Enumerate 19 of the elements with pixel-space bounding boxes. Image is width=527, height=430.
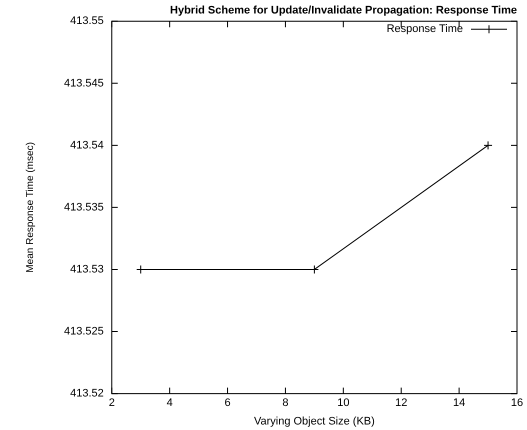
- x-tick-label: 12: [395, 397, 408, 410]
- y-tick-label: 413.525: [64, 326, 104, 338]
- y-tick-label: 413.52: [70, 388, 104, 400]
- x-tick-label: 8: [282, 397, 288, 410]
- y-tick-label: 413.545: [64, 77, 104, 90]
- x-tick-label: 16: [510, 397, 524, 410]
- legend-label: Response Time: [386, 23, 463, 36]
- y-axis-title: Mean Response Time (msec): [24, 142, 36, 273]
- x-axis-title: Varying Object Size (KB): [254, 415, 375, 428]
- chart-title: Hybrid Scheme for Update/Invalidate Propagation: Response Time: [170, 4, 517, 17]
- y-tick-label: 413.53: [70, 264, 104, 276]
- x-tick-label: 2: [108, 397, 115, 410]
- x-tick-label: 14: [452, 397, 466, 410]
- y-tick-label: 413.55: [70, 15, 104, 28]
- x-tick-label: 6: [224, 397, 231, 410]
- y-tick-label: 413.54: [70, 139, 104, 152]
- x-tick-label: 4: [166, 397, 173, 410]
- y-tick-label: 413.535: [64, 201, 104, 214]
- x-tick-label: 10: [337, 397, 350, 410]
